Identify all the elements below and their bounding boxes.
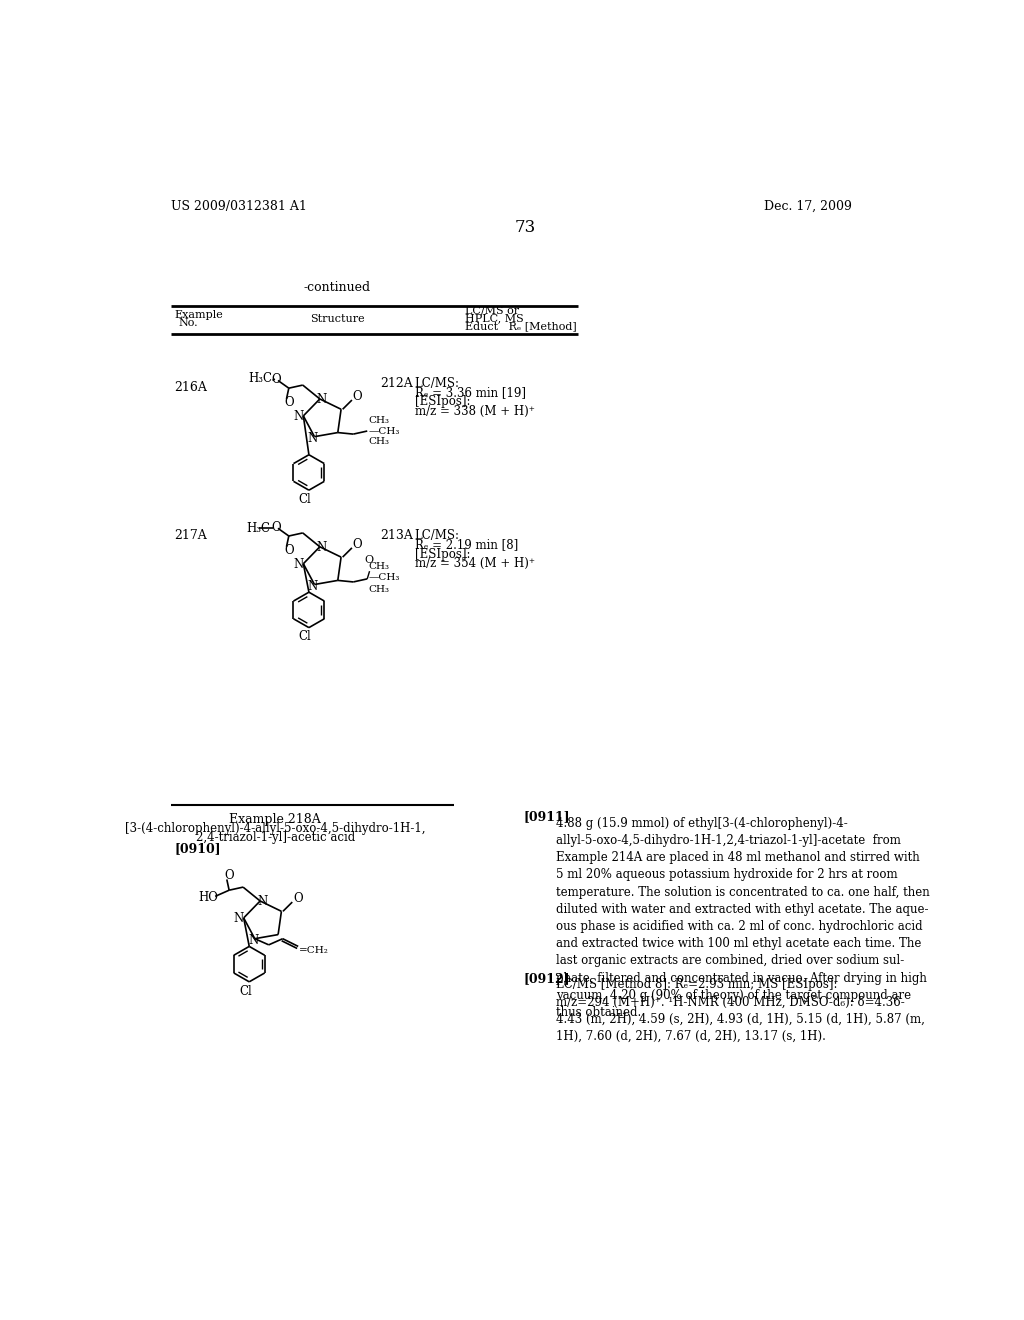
Text: 2,4-triazol-1-yl]-acetic acid: 2,4-triazol-1-yl]-acetic acid [196,832,355,843]
Text: No.: No. [178,318,198,329]
Text: O: O [271,374,281,387]
Text: 217A: 217A [174,529,207,543]
Text: Educt   Rₑ [Method]: Educt Rₑ [Method] [465,321,577,331]
Text: O: O [365,554,374,565]
Text: m/z = 354 (M + H)⁺: m/z = 354 (M + H)⁺ [415,557,535,570]
Text: Rₑ = 2.19 min [8]: Rₑ = 2.19 min [8] [415,539,518,552]
Text: O: O [352,389,362,403]
Text: N: N [293,558,303,572]
Text: Structure: Structure [310,314,365,325]
Text: LC/MS or: LC/MS or [465,306,519,315]
Text: LC/MS [Method 8]: Rₑ=2.93 min; MS [ESIpos]:
m/z=294 (M+H)⁺. ¹H-NMR (400 MHz, DMS: LC/MS [Method 8]: Rₑ=2.93 min; MS [ESIpo… [556,978,925,1043]
Text: O: O [271,521,281,535]
Text: m/z = 338 (M + H)⁺: m/z = 338 (M + H)⁺ [415,404,535,417]
Text: N: N [293,411,303,424]
Text: [ESIpos]:: [ESIpos]: [415,395,470,408]
Text: O: O [224,869,234,882]
Text: LC/MS:: LC/MS: [415,376,460,389]
Text: N: N [316,541,327,554]
Text: 213A: 213A [380,529,413,543]
Text: N: N [233,912,244,925]
Text: O: O [284,544,294,557]
Text: [3-(4-chlorophenyl)-4-allyl-5-oxo-4,5-dihydro-1H-1,: [3-(4-chlorophenyl)-4-allyl-5-oxo-4,5-di… [125,822,426,834]
Text: Rₑ = 3.36 min [19]: Rₑ = 3.36 min [19] [415,385,525,399]
Text: Cl: Cl [299,492,311,506]
Text: Cl: Cl [299,631,311,643]
Text: Cl: Cl [239,985,252,998]
Text: HO: HO [198,891,218,904]
Text: [0911]: [0911] [523,810,570,824]
Text: —CH₃: —CH₃ [369,573,400,582]
Text: O: O [284,396,294,409]
Text: 212A: 212A [380,376,413,389]
Text: N: N [316,393,327,407]
Text: [ESIpos]:: [ESIpos]: [415,548,470,561]
Text: H₃C: H₃C [246,521,270,535]
Text: [0910]: [0910] [174,842,221,855]
Text: N: N [257,895,267,908]
Text: CH₃: CH₃ [369,416,390,425]
Text: CH₃: CH₃ [369,585,390,594]
Text: Example: Example [174,310,223,321]
Text: LC/MS:: LC/MS: [415,529,460,543]
Text: O: O [352,537,362,550]
Text: Dec. 17, 2009: Dec. 17, 2009 [764,199,851,213]
Text: —CH₃: —CH₃ [369,426,400,436]
Text: [0912]: [0912] [523,972,570,985]
Text: HPLC, MS: HPLC, MS [465,314,524,323]
Text: CH₃: CH₃ [369,562,390,572]
Text: N: N [308,579,318,593]
Text: =CH₂: =CH₂ [299,945,329,954]
Text: N: N [308,432,318,445]
Text: 216A: 216A [174,381,208,395]
Text: Example 218A: Example 218A [229,813,322,825]
Text: -continued: -continued [304,281,371,294]
Text: 4.88 g (15.9 mmol) of ethyl[3-(4-chlorophenyl)-4-
allyl-5-oxo-4,5-dihydro-1H-1,2: 4.88 g (15.9 mmol) of ethyl[3-(4-chlorop… [556,817,930,1019]
Text: US 2009/0312381 A1: US 2009/0312381 A1 [171,199,306,213]
Text: O: O [293,892,303,904]
Text: N: N [248,933,258,946]
Text: H₃C: H₃C [249,372,272,385]
Text: 73: 73 [514,219,536,236]
Text: CH₃: CH₃ [369,437,390,446]
